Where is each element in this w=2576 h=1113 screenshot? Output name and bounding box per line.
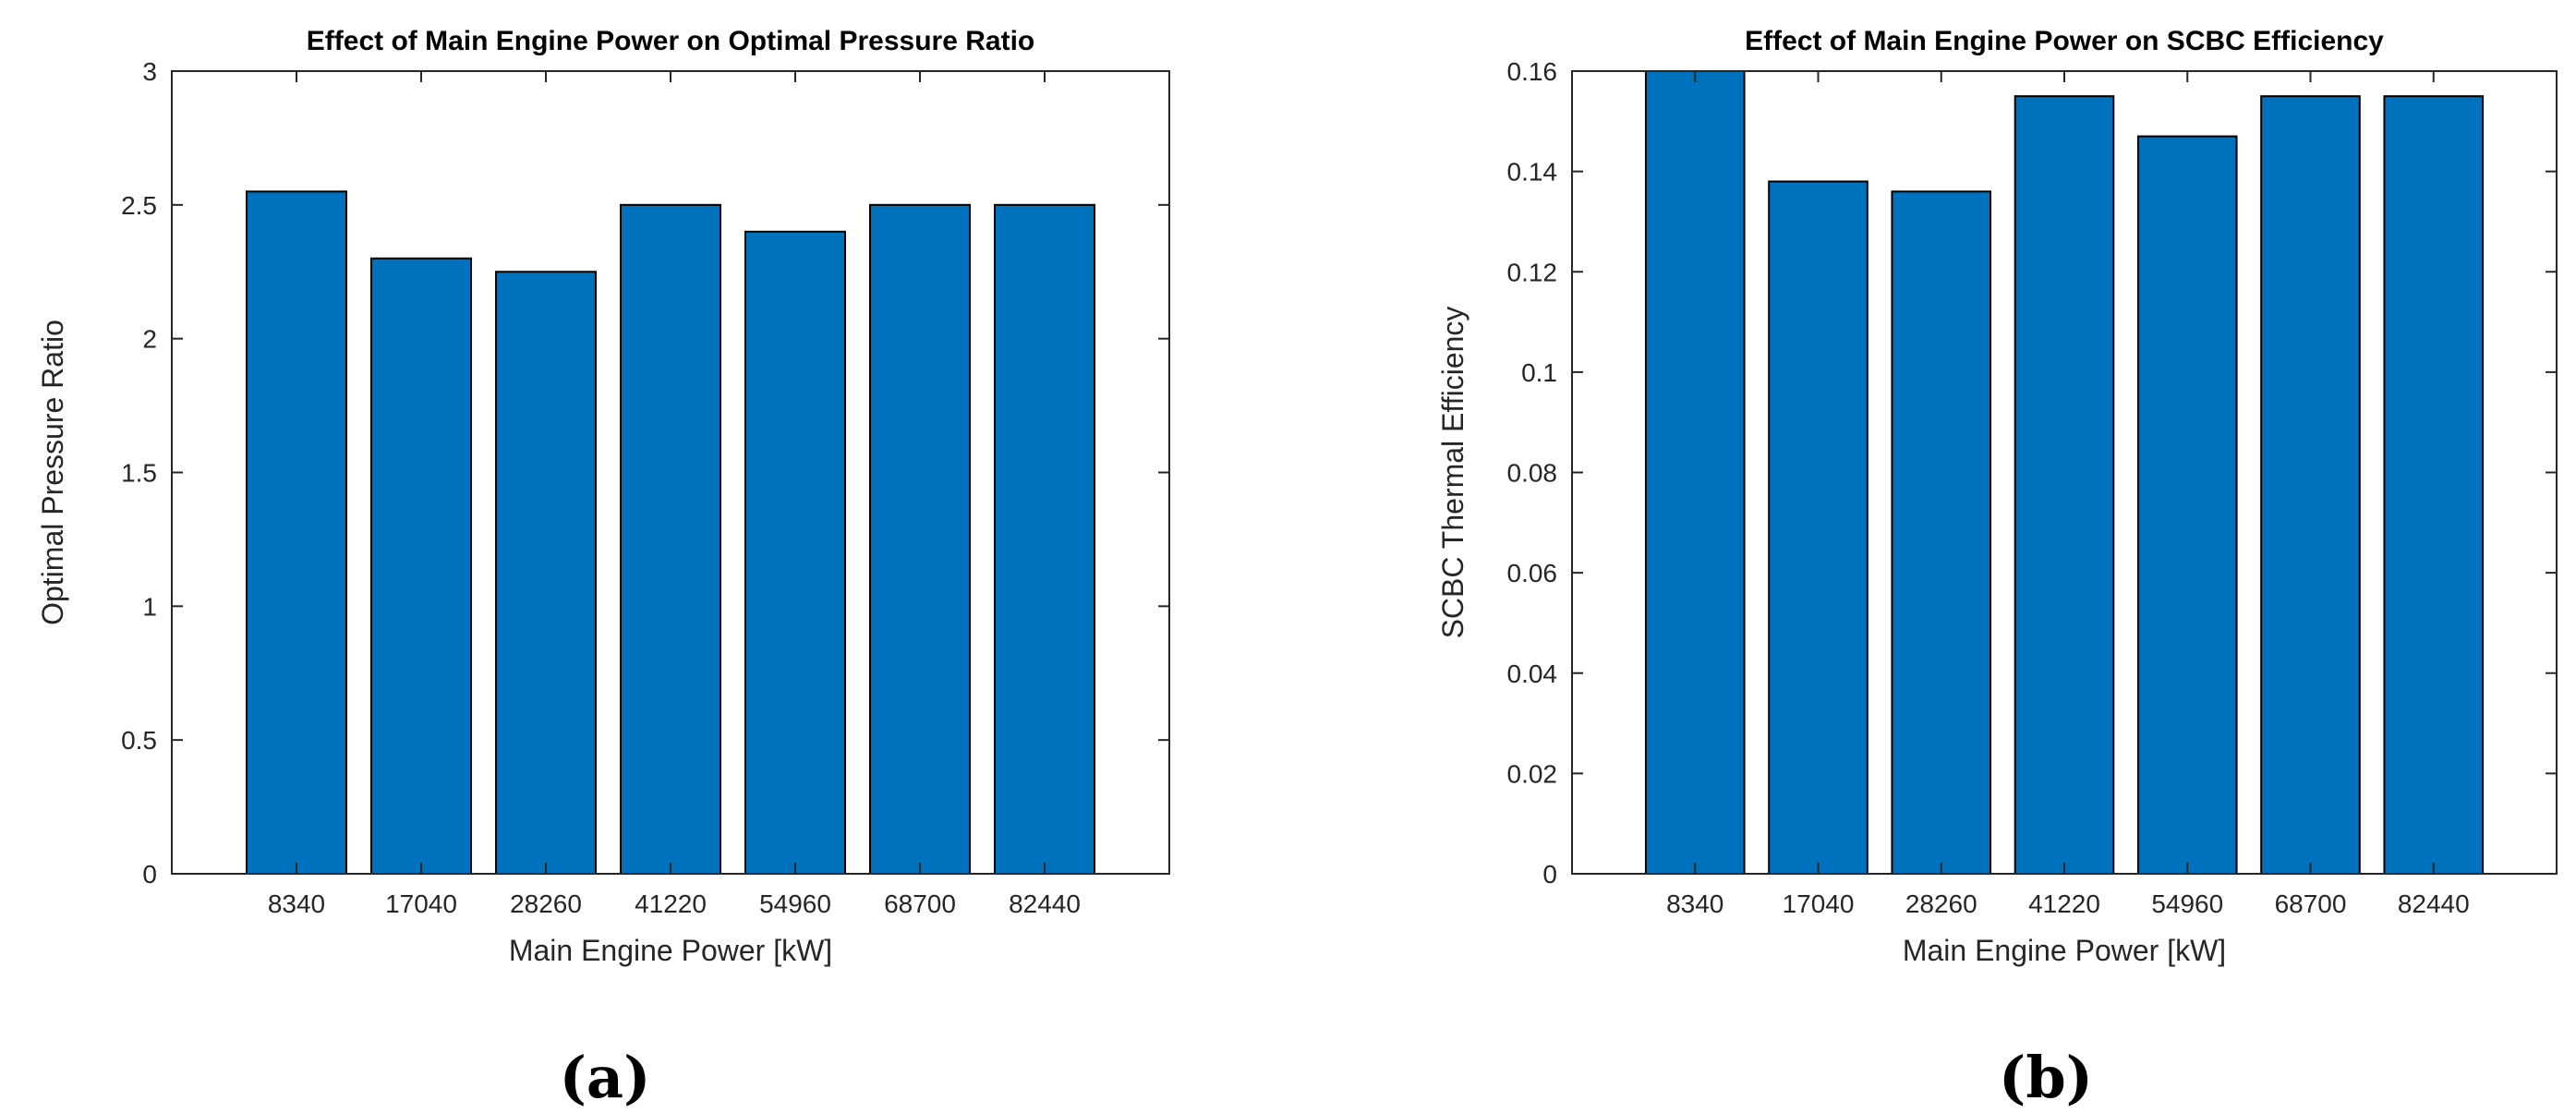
x-tick-label: 8340 — [268, 889, 325, 918]
x-tick-label: 28260 — [1905, 889, 1977, 918]
bar-series — [1644, 70, 2485, 876]
x-tick-label: 68700 — [2275, 889, 2347, 918]
y-tick-label: 0.08 — [1507, 459, 1558, 488]
x-tick-label: 17040 — [1783, 889, 1855, 918]
panel-a-chart: 0 0.5 1 1.5 2 2.5 3 8340 17040 28260 41220 54960 687… — [36, 26, 1170, 1111]
y-tick-label: 1.5 — [121, 459, 157, 488]
bar-82440 — [2383, 95, 2485, 875]
y-tick-label: 2.5 — [121, 191, 157, 220]
y-tick-label: 0.5 — [121, 726, 157, 755]
bar-8340 — [1644, 70, 1746, 875]
panel-b-chart: 0 0.02 0.04 0.06 0.08 0.1 0.12 0.14 0.16 8340 1704… — [1436, 26, 2558, 1111]
y-tick-label: 0.16 — [1507, 57, 1558, 86]
x-tick-label: 82440 — [1009, 889, 1081, 918]
chart-title: Effect of Main Engine Power on SCBC Effi… — [1745, 26, 2384, 56]
bar-17040 — [370, 257, 472, 875]
x-axis-label: Main Engine Power [kW] — [1903, 934, 2226, 967]
panel-caption: (b) — [1999, 1044, 2093, 1111]
panel-caption: (a) — [560, 1044, 651, 1111]
y-tick-label: 0.1 — [1521, 358, 1557, 387]
y-axis-label: Optimal Pressure Ratio — [36, 320, 69, 625]
x-axis-label: Main Engine Power [kW] — [509, 934, 832, 967]
y-axis-label: SCBC Thermal Efficiency — [1436, 307, 1469, 639]
x-tick-label: 68700 — [884, 889, 956, 918]
chart-title: Effect of Main Engine Power on Optimal P… — [307, 26, 1034, 56]
x-tick-label: 28260 — [510, 889, 582, 918]
bar-28260 — [1891, 190, 1992, 876]
y-tick-label: 0.14 — [1507, 158, 1558, 187]
bar-68700 — [2260, 95, 2361, 875]
y-tick-label: 3 — [142, 57, 157, 86]
y-tick-label: 0 — [1542, 860, 1557, 889]
bar-54960 — [2136, 135, 2238, 875]
bar-28260 — [495, 271, 597, 875]
bar-68700 — [869, 203, 971, 876]
y-tick-label: 2 — [142, 325, 157, 354]
y-tick-label: 1 — [142, 592, 157, 621]
x-tick-label: 41220 — [635, 889, 707, 918]
bar-17040 — [1768, 180, 1869, 876]
x-tick-label: 54960 — [2151, 889, 2223, 918]
x-tick-label: 54960 — [759, 889, 831, 918]
y-tick-label: 0.04 — [1507, 659, 1558, 688]
bar-54960 — [744, 230, 846, 876]
x-tick-label: 82440 — [2398, 889, 2470, 918]
x-tick-label: 41220 — [2028, 889, 2100, 918]
bar-82440 — [994, 203, 1095, 876]
y-tick-label: 0 — [142, 860, 157, 889]
x-tick-label: 8340 — [1666, 889, 1723, 918]
y-tick-label: 0.06 — [1507, 559, 1558, 587]
y-tick-label: 0.12 — [1507, 258, 1558, 286]
bar-41220 — [620, 203, 721, 876]
y-tick-label: 0.02 — [1507, 759, 1558, 788]
bar-41220 — [2014, 95, 2115, 875]
bar-series — [246, 190, 1095, 876]
x-tick-label: 17040 — [385, 889, 457, 918]
bar-8340 — [246, 190, 347, 876]
